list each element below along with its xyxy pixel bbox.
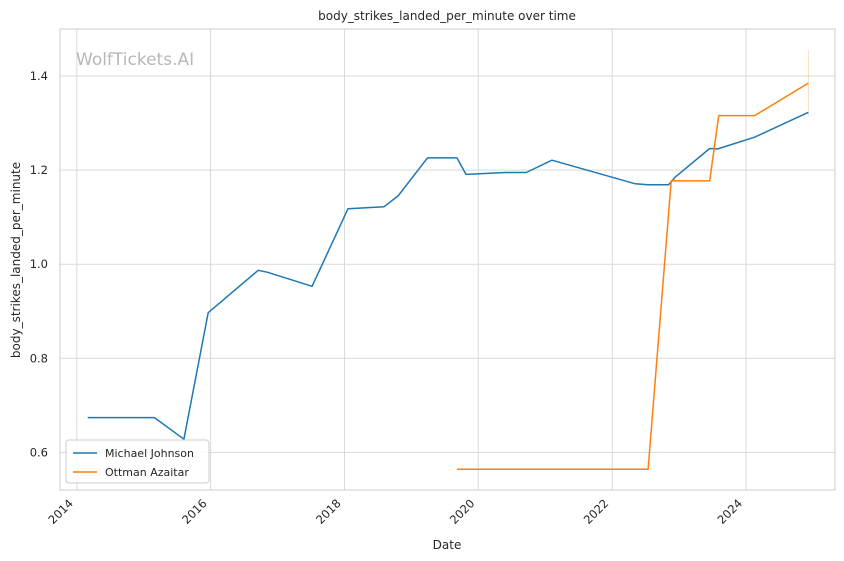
series-line-michael-johnson xyxy=(87,111,809,440)
y-tick-label: 0.6 xyxy=(30,445,48,459)
watermark: WolfTickets.AI xyxy=(76,50,194,70)
chart-title: body_strikes_landed_per_minute over time xyxy=(318,9,576,23)
legend-label-michael-johnson: Michael Johnson xyxy=(105,447,194,460)
x-axis-title: Date xyxy=(433,538,462,552)
y-tick-label: 1.2 xyxy=(30,163,48,177)
y-tick-label: 1.0 xyxy=(30,257,48,271)
y-tick-label: 1.4 xyxy=(30,69,48,83)
y-tick-label: 0.8 xyxy=(30,351,48,365)
grid xyxy=(60,29,835,490)
series-lines xyxy=(87,82,809,471)
series-line-ottman-azaitar xyxy=(457,82,809,471)
y-axis-title: body_strikes_landed_per_minute xyxy=(9,162,23,358)
legend: Michael Johnson Ottman Azaitar xyxy=(65,439,210,484)
y-axis-ticks: 0.6 0.8 1.0 1.2 1.4 xyxy=(30,69,48,459)
plot-frame xyxy=(59,28,836,491)
legend-box xyxy=(65,439,210,484)
legend-label-ottman-azaitar: Ottman Azaitar xyxy=(105,466,189,479)
